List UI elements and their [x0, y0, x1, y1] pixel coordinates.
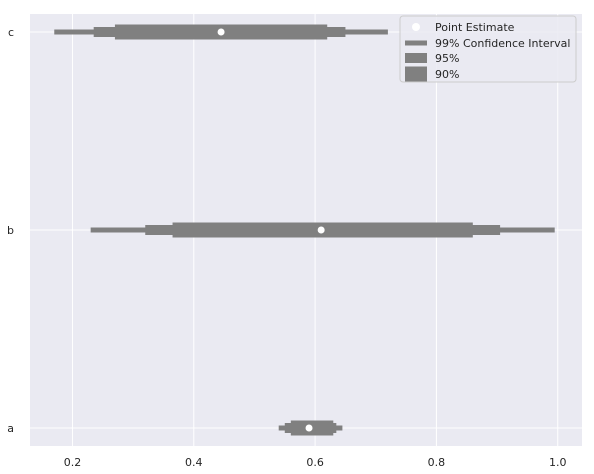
point-estimate-marker [317, 226, 325, 234]
y-tick-label: c [8, 26, 14, 39]
x-tick-labels: 0.2 0.4 0.6 0.8 1.0 [64, 456, 567, 469]
legend-point-swatch [412, 23, 420, 31]
interval-row-a [278, 420, 343, 436]
interval-row-b [90, 222, 555, 238]
legend-label: 90% [435, 68, 459, 81]
interval-series [54, 24, 555, 436]
point-estimate-marker [217, 28, 225, 36]
legend: Point Estimate 99% Confidence Interval 95%… [399, 15, 577, 83]
legend-ci-95-swatch [405, 53, 427, 63]
x-tick-label: 0.8 [428, 456, 446, 469]
y-tick-label: b [7, 224, 14, 237]
legend-label: 95% [435, 52, 459, 65]
legend-ci-90-swatch [405, 66, 427, 82]
point-estimate-marker [305, 424, 313, 432]
legend-label: 99% Confidence Interval [435, 37, 570, 50]
legend-ci-99-swatch [405, 40, 427, 46]
y-tick-labels: c b a [7, 26, 14, 435]
x-tick-label: 1.0 [549, 456, 567, 469]
legend-label: Point Estimate [435, 21, 515, 34]
x-tick-label: 0.2 [64, 456, 82, 469]
interval-row-c [54, 24, 388, 40]
legend-box [399, 15, 577, 83]
x-tick-label: 0.6 [306, 456, 324, 469]
x-tick-label: 0.4 [185, 456, 203, 469]
y-tick-label: a [7, 422, 14, 435]
